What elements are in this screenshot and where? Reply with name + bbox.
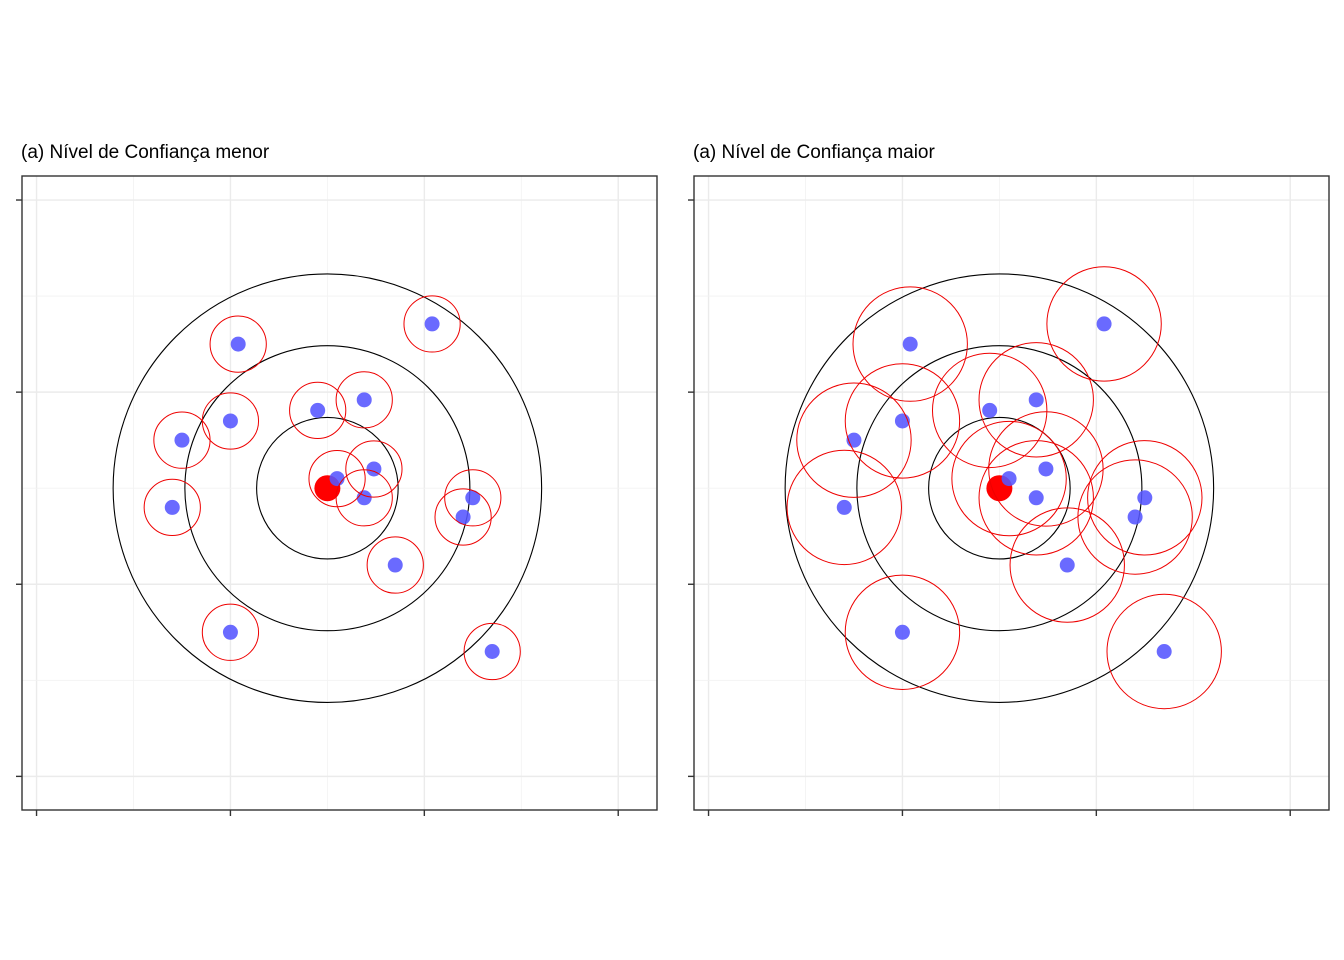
confidence-circle — [403, 295, 461, 353]
confidence-circle — [1087, 440, 1203, 556]
confidence-circle — [796, 382, 912, 498]
sample-point — [222, 624, 238, 640]
confidence-circle — [1077, 459, 1193, 575]
confidence-circle — [786, 449, 902, 566]
confidence-circle — [434, 488, 492, 546]
sample-point — [329, 471, 345, 487]
sample-point — [387, 557, 403, 573]
target-ring — [856, 345, 1143, 632]
sample-point — [1028, 490, 1044, 506]
confidence-circle — [988, 411, 1104, 527]
sample-point — [1028, 392, 1044, 408]
panel-border — [21, 175, 658, 811]
confidence-circle — [1106, 593, 1222, 710]
data-layer — [112, 273, 543, 703]
target-ring — [112, 273, 543, 703]
sample-point — [1059, 557, 1075, 573]
sample-point — [1096, 316, 1112, 332]
target-ring — [784, 273, 1215, 703]
axis-ticks — [688, 199, 1291, 816]
sample-point — [1127, 509, 1143, 525]
sample-point — [1137, 490, 1153, 506]
sample-point — [1001, 471, 1017, 487]
sample-point — [424, 316, 440, 332]
confidence-circle — [844, 574, 961, 690]
sample-point — [174, 432, 190, 448]
sample-point — [455, 509, 471, 525]
confidence-circle — [289, 381, 347, 440]
sample-point — [836, 499, 852, 515]
right-panel-title: (a) Nível de Confiança maior — [693, 142, 935, 163]
panel-border — [693, 175, 1330, 811]
left-panel: (a) Nível de Confiança menor — [16, 142, 658, 816]
plot-background — [694, 176, 1329, 810]
confidence-circle — [844, 363, 961, 479]
sample-point — [982, 402, 998, 418]
sample-point — [164, 499, 180, 515]
confidence-circle — [335, 469, 393, 527]
sample-point — [356, 392, 372, 408]
sample-point — [465, 490, 481, 506]
confidence-circle — [143, 478, 201, 537]
confidence-circle — [978, 440, 1094, 556]
confidence-circle — [153, 411, 211, 469]
sample-point — [1038, 461, 1054, 477]
confidence-circle — [444, 469, 502, 527]
sample-point — [1156, 644, 1172, 659]
confidence-circle — [335, 371, 393, 429]
plot-background — [22, 176, 657, 810]
axis-ticks — [16, 199, 619, 816]
target-ring — [256, 416, 399, 560]
confidence-circle — [951, 420, 1067, 537]
confidence-circle — [931, 352, 1048, 469]
confidence-circle — [1009, 507, 1125, 623]
confidence-circle — [209, 315, 267, 373]
data-layer — [784, 266, 1222, 710]
confidence-circle — [366, 536, 424, 594]
confidence-circle — [201, 603, 260, 661]
sample-point — [902, 336, 918, 352]
sample-point — [484, 644, 500, 659]
confidence-circle — [463, 622, 521, 681]
sample-point — [222, 413, 238, 429]
sample-point — [230, 336, 246, 352]
left-panel-title: (a) Nível de Confiança menor — [21, 142, 270, 163]
confidence-circle — [1046, 266, 1162, 382]
right-plot-area — [688, 175, 1330, 816]
sample-point — [894, 624, 910, 640]
target-ring — [184, 345, 471, 632]
target-ring — [928, 416, 1071, 560]
right-panel: (a) Nível de Confiança maior — [688, 142, 1330, 816]
left-plot-area — [16, 175, 658, 816]
sample-point — [310, 402, 326, 418]
confidence-circle — [978, 342, 1094, 458]
confidence-circle — [345, 440, 403, 498]
confidence-circle — [852, 286, 968, 402]
